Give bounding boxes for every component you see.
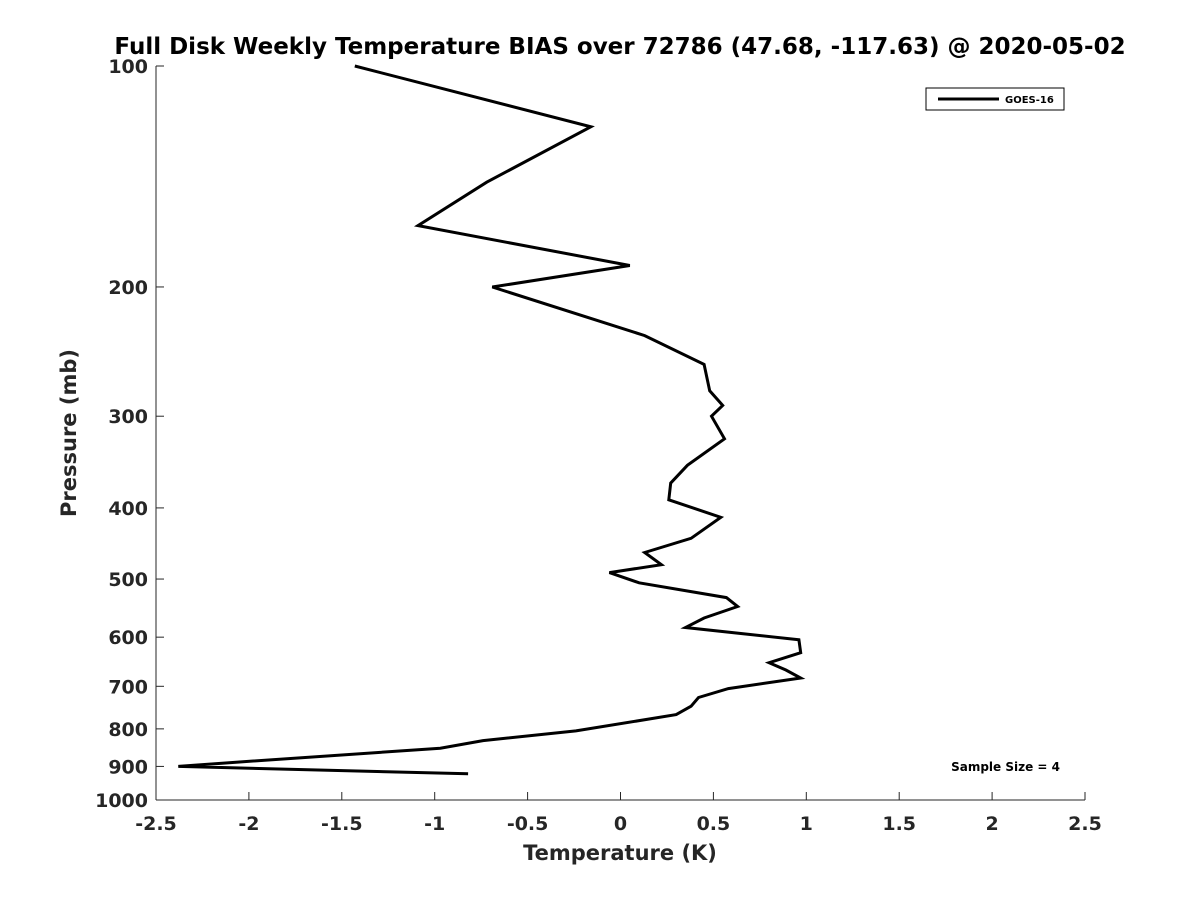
legend: GOES-16 <box>925 87 1065 111</box>
y-tick-label: 1000 <box>95 790 148 812</box>
y-tick-label: 600 <box>108 627 148 649</box>
x-tick-label: 2 <box>985 813 998 835</box>
x-tick-label: 0.5 <box>697 813 731 835</box>
x-tick-label: -2.5 <box>135 813 177 835</box>
y-tick-label: 800 <box>108 719 148 741</box>
legend-label-goes-16: GOES-16 <box>1005 95 1054 106</box>
x-tick-label: -0.5 <box>507 813 549 835</box>
y-tick-label: 200 <box>108 277 148 299</box>
y-tick-label: 700 <box>108 676 148 698</box>
y-tick-label: 300 <box>108 406 148 428</box>
x-tick-label: 1 <box>800 813 813 835</box>
y-tick-label: 500 <box>108 569 148 591</box>
x-tick-label: -1 <box>424 813 445 835</box>
series-layer <box>178 64 806 776</box>
x-axis-label: Temperature (K) <box>523 841 717 865</box>
x-tick-label: 0 <box>614 813 627 835</box>
y-tick-label: 900 <box>108 756 148 778</box>
plot-area: -2.5 -2 -1.5 -1 -0.5 0 0.5 1 1.5 2 2.5 100 200 300 40… <box>95 56 1102 835</box>
y-tick-label: 400 <box>108 498 148 520</box>
x-tick-label: -2 <box>238 813 259 835</box>
y-ticks: 100 200 300 400 500 600 700 800 900 1000 <box>95 56 164 812</box>
y-tick-label: 100 <box>108 56 148 78</box>
x-tick-label: 1.5 <box>882 813 916 835</box>
sample-size-annotation: Sample Size = 4 <box>951 760 1060 774</box>
series-line-goes-16 <box>178 64 806 776</box>
x-ticks: -2.5 -2 -1.5 -1 -0.5 0 0.5 1 1.5 2 2.5 <box>135 792 1102 835</box>
x-tick-label: 2.5 <box>1068 813 1102 835</box>
x-tick-label: -1.5 <box>321 813 363 835</box>
chart-title: Full Disk Weekly Temperature BIAS over 7… <box>114 34 1125 60</box>
y-axis-label: Pressure (mb) <box>57 349 81 517</box>
